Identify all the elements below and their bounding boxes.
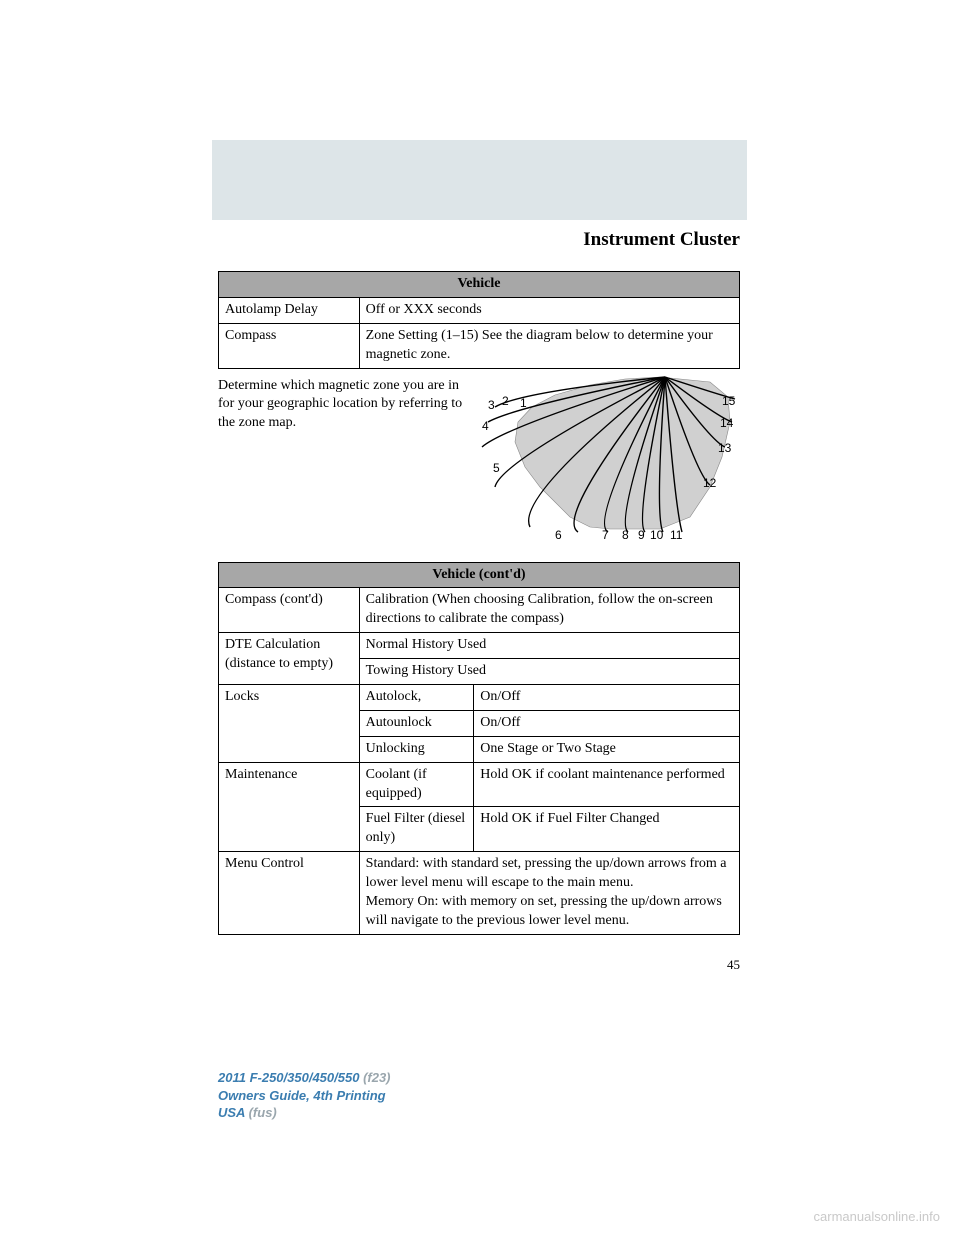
zone-label-2: 2	[502, 394, 509, 408]
t2-menu-c1: Menu Control	[219, 852, 360, 935]
table1-r0-c1: Off or XXX seconds	[359, 297, 739, 323]
zone-label-15: 15	[722, 394, 736, 408]
zone-map-block: Determine which magnetic zone you are in…	[218, 377, 740, 552]
zone-label-12: 12	[703, 476, 717, 490]
vehicle-table-2: Vehicle (cont'd) Compass (cont'd) Calibr…	[218, 562, 740, 935]
table1-r1-c1: Zone Setting (1–15) See the diagram belo…	[359, 323, 739, 368]
section-title: Instrument Cluster	[218, 229, 740, 251]
zone-label-9: 9	[638, 528, 645, 542]
t2-locks-r1b: On/Off	[474, 710, 740, 736]
header-gray-panel	[212, 140, 747, 220]
table2-title: Vehicle (cont'd)	[219, 562, 740, 588]
t2-maint-r1b: Hold OK if Fuel Filter Changed	[474, 807, 740, 852]
zone-label-10: 10	[650, 528, 664, 542]
t2-compass-c2: Calibration (When choosing Calibration, …	[359, 588, 739, 633]
t2-locks-r2b: One Stage or Two Stage	[474, 736, 740, 762]
t2-maint-r1a: Fuel Filter (diesel only)	[359, 807, 474, 852]
table1-r1-c0: Compass	[219, 323, 360, 368]
zone-label-1: 1	[520, 396, 527, 410]
page-content: Instrument Cluster Vehicle Autolamp Dela…	[218, 235, 740, 973]
footer-block: 2011 F-250/350/450/550 (f23) Owners Guid…	[218, 1069, 391, 1122]
vehicle-table-1: Vehicle Autolamp Delay Off or XXX second…	[218, 271, 740, 369]
zone-label-5: 5	[493, 461, 500, 475]
zone-label-14: 14	[720, 416, 734, 430]
t2-locks-r0b: On/Off	[474, 685, 740, 711]
t2-locks-r1a: Autounlock	[359, 710, 474, 736]
watermark: carmanualsonline.info	[814, 1209, 940, 1224]
t2-menu-c2: Standard: with standard set, pressing th…	[359, 852, 739, 935]
footer-region: USA	[218, 1105, 245, 1120]
t2-maint-c1: Maintenance	[219, 762, 360, 852]
t2-dte-r2: Towing History Used	[359, 659, 739, 685]
zone-label-7: 7	[602, 528, 609, 542]
footer-model: 2011 F-250/350/450/550	[218, 1070, 359, 1085]
zone-map-caption: Determine which magnetic zone you are in…	[218, 377, 468, 434]
footer-guide: Owners Guide, 4th Printing	[218, 1087, 391, 1105]
zone-label-11: 11	[670, 528, 683, 542]
zone-label-8: 8	[622, 528, 629, 542]
footer-model-code: (f23)	[363, 1070, 390, 1085]
footer-region-code: (fus)	[249, 1105, 277, 1120]
zone-label-3: 3	[488, 398, 495, 412]
t2-compass-c1: Compass (cont'd)	[219, 588, 360, 633]
zone-map-svg: 1 2 3 4 5 6 7 8 9 10 11 12 13 14 15	[460, 367, 740, 542]
zone-label-13: 13	[718, 441, 732, 455]
page-number: 45	[218, 957, 740, 973]
t2-maint-r0a: Coolant (if equipped)	[359, 762, 474, 807]
t2-locks-r0a: Autolock,	[359, 685, 474, 711]
t2-dte-r1: Normal History Used	[359, 633, 739, 659]
t2-maint-r0b: Hold OK if coolant maintenance performed	[474, 762, 740, 807]
zone-label-6: 6	[555, 528, 562, 542]
t2-locks-c1: Locks	[219, 685, 360, 763]
t2-dte-c1: DTE Calculation (distance to empty)	[219, 633, 360, 685]
table1-r0-c0: Autolamp Delay	[219, 297, 360, 323]
t2-locks-r2a: Unlocking	[359, 736, 474, 762]
zone-label-4: 4	[482, 419, 489, 433]
table1-title: Vehicle	[219, 272, 740, 298]
zone-map-diagram: 1 2 3 4 5 6 7 8 9 10 11 12 13 14 15	[460, 367, 740, 547]
